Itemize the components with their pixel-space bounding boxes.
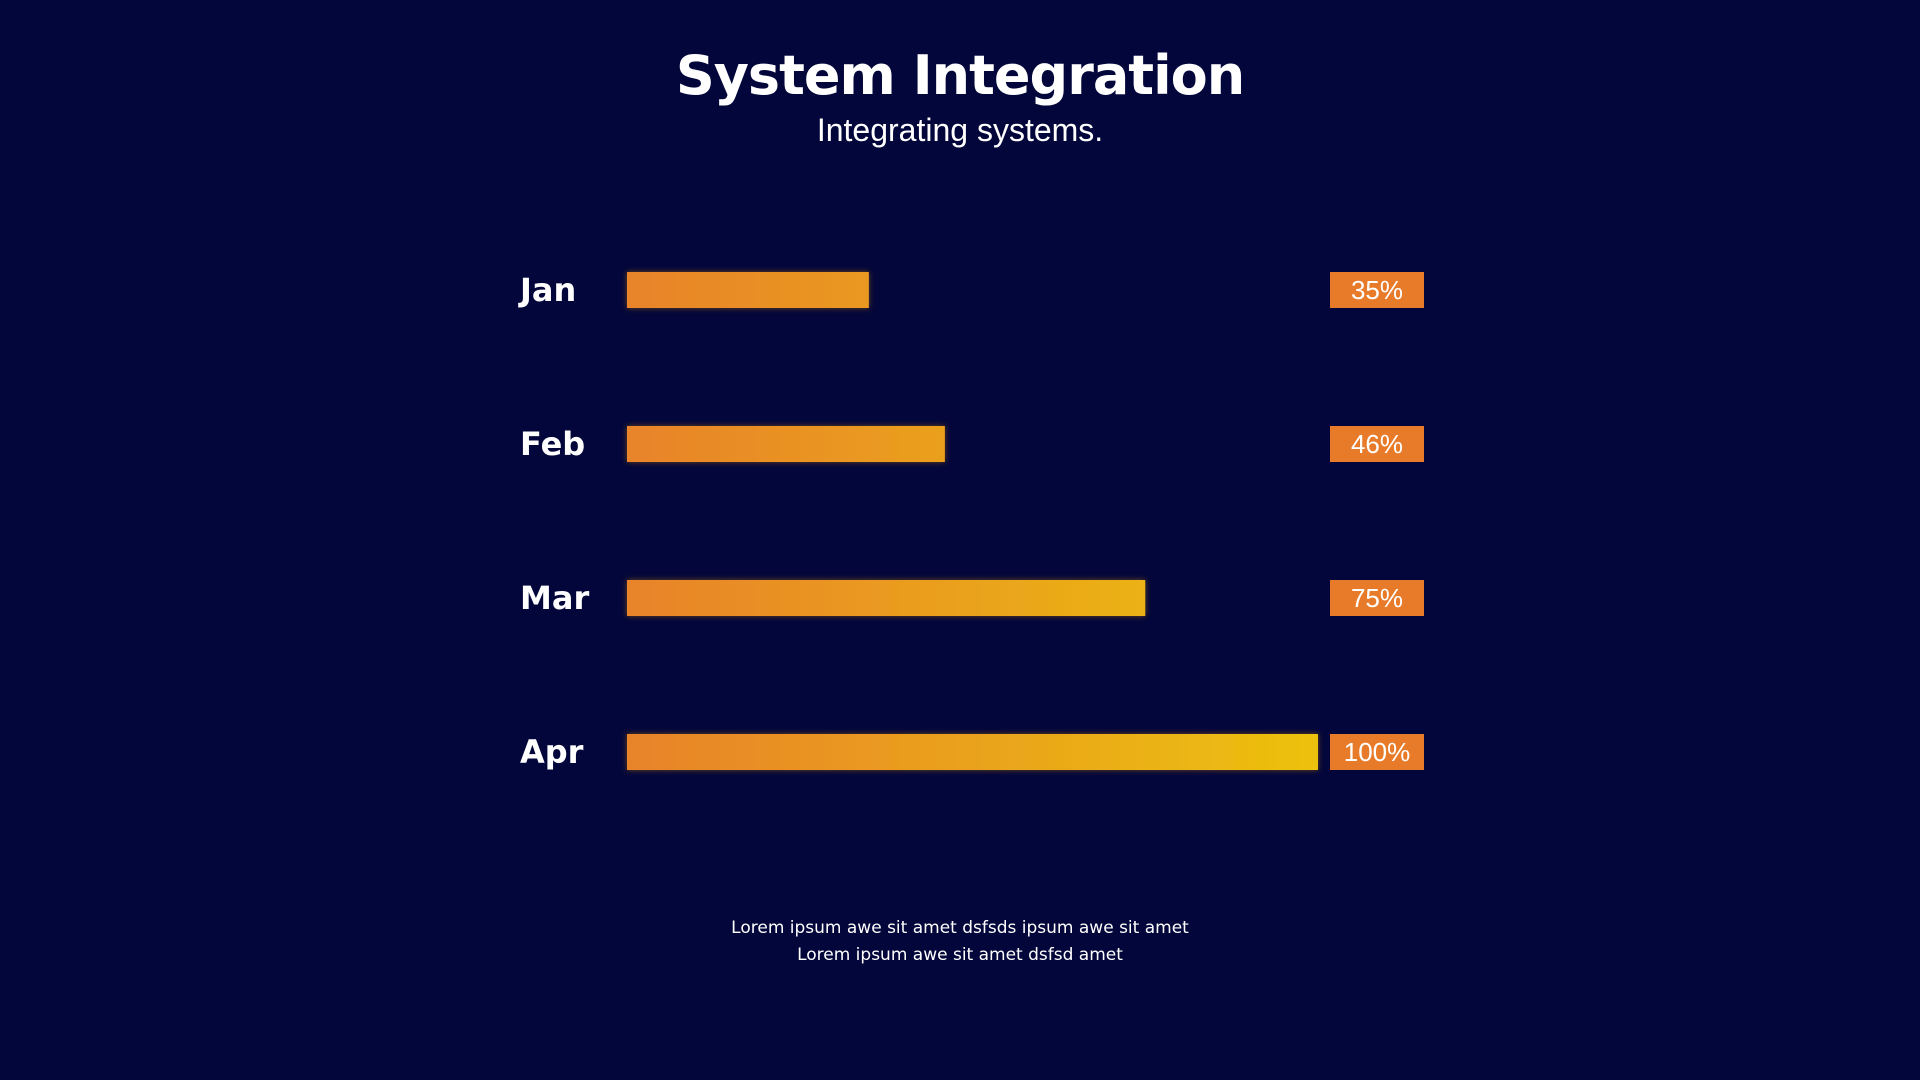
bar: [627, 734, 1318, 770]
bar: [627, 272, 869, 308]
footer-line-1: Lorem ipsum awe sit amet dsfsds ipsum aw…: [731, 918, 1189, 938]
value-badge: [1330, 272, 1424, 308]
value-label: 100%: [1344, 737, 1411, 767]
category-label: Apr: [520, 733, 584, 771]
value-badge: [1330, 580, 1424, 616]
value-label: 46%: [1351, 429, 1403, 459]
chart-title: System Integration: [675, 44, 1245, 107]
category-label: Mar: [520, 579, 589, 617]
value-label: 75%: [1351, 583, 1403, 613]
footer-text: Lorem ipsum awe sit amet dsfsds ipsum aw…: [0, 915, 1920, 969]
bar: [627, 580, 1146, 616]
bar: [627, 426, 945, 462]
category-label: Jan: [518, 271, 576, 309]
chart-subtitle: Integrating systems.: [816, 112, 1104, 148]
footer-line-2: Lorem ipsum awe sit amet dsfsd amet: [797, 945, 1123, 965]
value-label: 35%: [1351, 275, 1403, 305]
value-badge: [1330, 734, 1424, 770]
category-label: Feb: [520, 425, 585, 463]
value-badge: [1330, 426, 1424, 462]
bars-layer: Jan 35% Feb 46% Mar 75% Apr 100%: [518, 271, 1424, 771]
